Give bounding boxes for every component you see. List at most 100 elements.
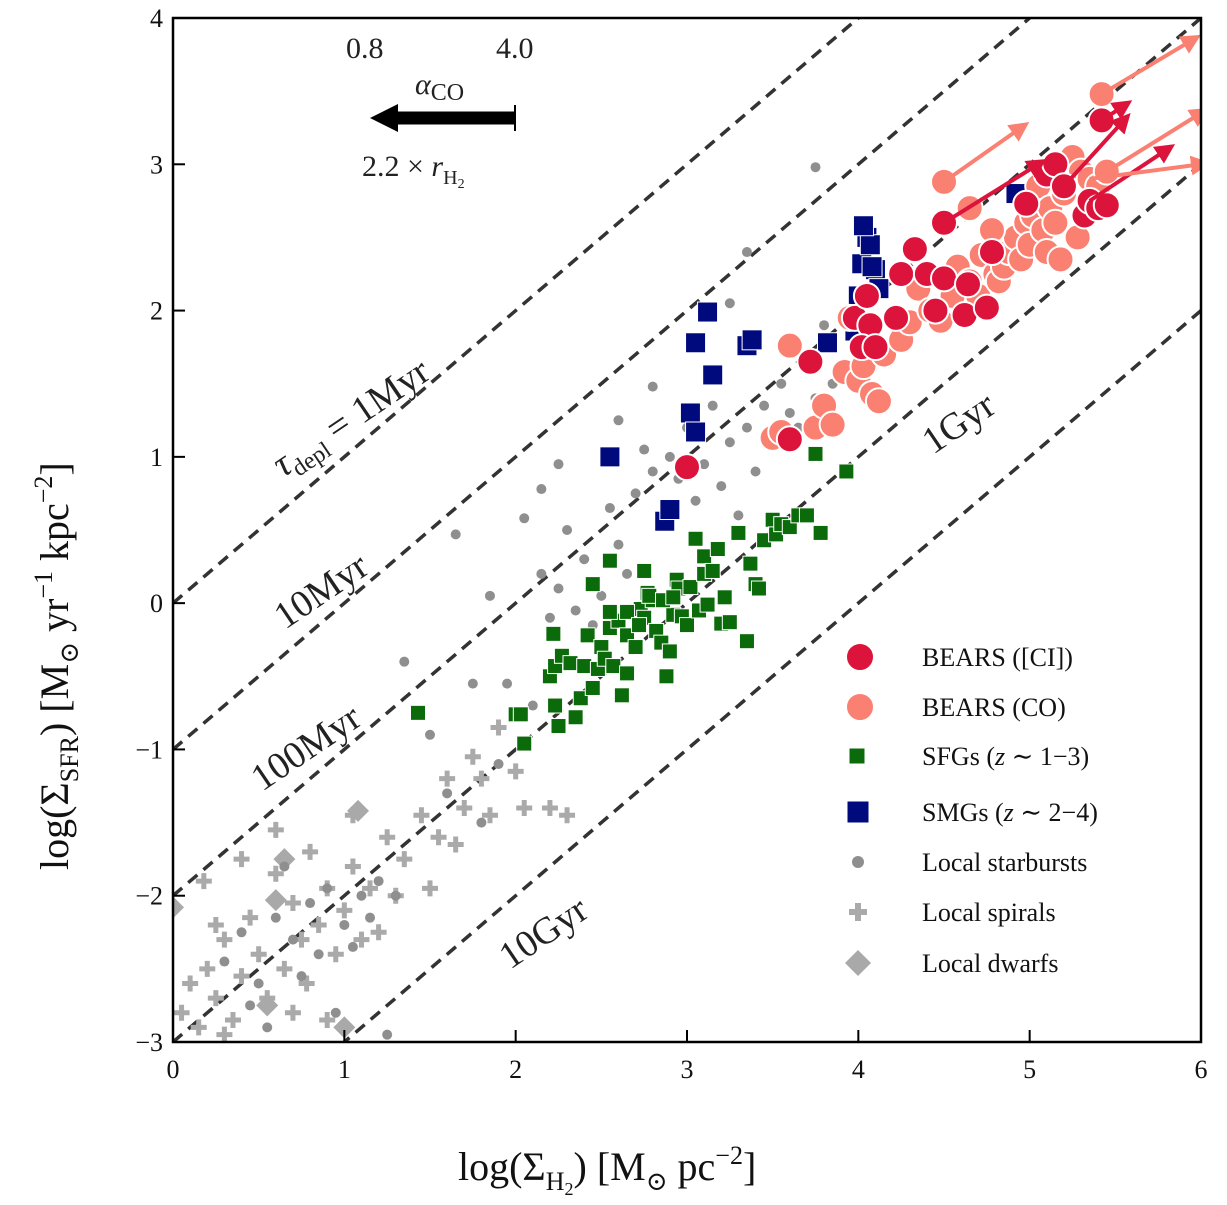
plus-point [413, 807, 430, 824]
legend-marker-smgs [846, 800, 870, 824]
plus-point [173, 1004, 190, 1021]
square-point [516, 735, 533, 752]
legend-label-local-starbursts: Local starbursts [922, 848, 1087, 877]
dot-point [296, 971, 307, 982]
dot-point [502, 678, 513, 689]
upper-limit-arrow [1062, 113, 1131, 188]
dot-point [579, 554, 590, 565]
upper-limit-arrow [1100, 100, 1133, 123]
square-point [709, 541, 726, 558]
square-point [741, 329, 763, 351]
dot-point [647, 466, 658, 477]
plus-point [353, 931, 370, 948]
alpha-low-value: 0.8 [346, 32, 384, 65]
circle-point [972, 293, 1001, 322]
dot-point [330, 1007, 341, 1018]
square-point [665, 589, 682, 606]
square-point [584, 679, 601, 696]
square-point [699, 596, 716, 613]
legend-item-local-spirals: Local spirals [849, 898, 1056, 927]
depl-label-1gyr: 1Gyr [915, 384, 1004, 463]
square-point [742, 555, 759, 572]
depletion-line-4 [341, 309, 1201, 1042]
plus-point [199, 960, 216, 977]
square-point [812, 524, 829, 541]
dot-point [647, 381, 658, 392]
plus-point [481, 807, 498, 824]
plus-point [233, 968, 250, 985]
dot-point [425, 729, 435, 740]
circle-point [930, 264, 958, 293]
dot-point [613, 539, 624, 550]
dot-point [493, 759, 504, 770]
legend-item-bears-co: BEARS (CO) [845, 692, 1066, 722]
plus-point [182, 975, 199, 992]
square-point [685, 421, 707, 443]
square-point [730, 524, 747, 541]
upper-limit-arrow [1105, 107, 1201, 174]
dot-point [527, 700, 538, 711]
dot-point [784, 407, 795, 418]
plus-point [310, 916, 327, 933]
legend-label-bears-ci: BEARS ([CI]) [922, 643, 1073, 672]
plus-point [250, 946, 267, 963]
plus-point [276, 960, 293, 977]
square-point [659, 499, 681, 521]
dot-point [553, 459, 564, 470]
dot-point [219, 956, 230, 967]
square-point [682, 579, 699, 596]
diamond-point [333, 1016, 356, 1039]
plus-point [336, 902, 353, 919]
square-point [619, 665, 636, 682]
dot-point [390, 890, 401, 901]
legend-label-local-dwarfs: Local dwarfs [922, 949, 1058, 978]
legend-marker-bears-ci [845, 642, 875, 672]
legend-marker-bears-co [845, 692, 875, 722]
square-point [704, 562, 721, 579]
alpha-arrow-head [370, 104, 398, 132]
dot-point [399, 656, 410, 667]
square-point [547, 697, 564, 714]
dot-point [484, 590, 495, 601]
plus-point [190, 1019, 207, 1036]
legend-label-smgs: SMGs (z ∼ 2−4) [922, 798, 1098, 827]
square-point [636, 562, 653, 579]
y-tick-label: −3 [135, 1028, 163, 1057]
x-tick-label: 1 [338, 1055, 351, 1084]
dot-point [570, 605, 581, 616]
circle-point [861, 333, 890, 362]
plus-point [207, 916, 224, 933]
dot-point [236, 927, 247, 938]
circle-point [673, 453, 701, 482]
plus-point [216, 931, 233, 948]
x-tick-label: 6 [1195, 1055, 1208, 1084]
depletion-line-1 [173, 18, 1033, 751]
dot-point [270, 912, 281, 923]
square-point [687, 530, 704, 547]
circle-point [921, 296, 950, 325]
dot-point [724, 437, 735, 448]
y-tick-label: 2 [150, 297, 163, 326]
plus-point [473, 770, 490, 787]
square-point [567, 709, 584, 726]
y-tick-label: 0 [150, 589, 163, 618]
diamond-point [273, 848, 296, 871]
legend-item-local-starbursts: Local starbursts [852, 848, 1087, 877]
square-point [661, 643, 678, 660]
dot-point [253, 978, 264, 989]
square-point [584, 576, 601, 593]
plus-point [207, 990, 224, 1007]
depl-label-1myr: τdepl = 1Myr [265, 350, 441, 490]
dot-point [733, 510, 744, 521]
plus-point [302, 843, 319, 860]
square-point [679, 402, 701, 424]
square-point [545, 625, 562, 642]
square-point [861, 256, 883, 278]
dot-point [313, 949, 324, 960]
plus-point [370, 924, 387, 941]
square-point [512, 706, 529, 723]
square-point [619, 603, 636, 620]
axis-ticks: 0 1 2 3 4 5 6 −3 −2 −1 0 1 2 3 4 [135, 4, 1207, 1084]
y-tick-label: 4 [150, 4, 163, 33]
square-point [562, 655, 579, 672]
